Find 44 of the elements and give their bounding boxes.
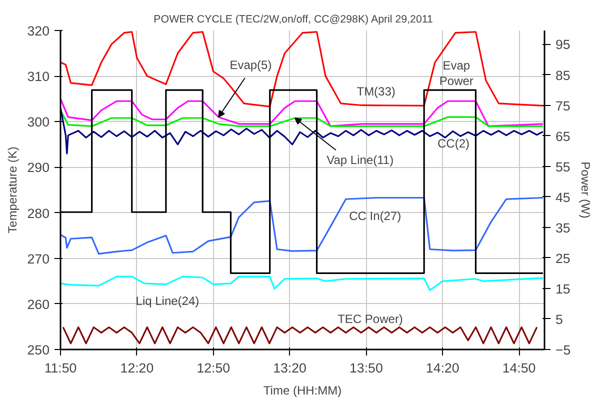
series-label: Liq Line(24) [136, 294, 200, 308]
line-series [60, 196, 544, 255]
line-series [60, 31, 544, 108]
x-tick-label: 12:50 [196, 360, 230, 376]
y2-tick-label: 85 [556, 68, 570, 83]
series-label: TEC Power) [338, 312, 403, 326]
y-axis-title: Temperature (K) [5, 146, 20, 234]
series-label: CC(2) [438, 136, 470, 151]
y2-tick-label: −5 [556, 342, 571, 358]
y2-tick-label: 35 [556, 220, 570, 236]
x-tick-label: 11:50 [44, 360, 77, 376]
x-tick-label: 14:20 [426, 360, 460, 376]
x-tick-label: 13:20 [273, 360, 306, 376]
text: Evap(5) [230, 58, 272, 72]
line-series [60, 98, 544, 127]
y2-tick-label: 5 [556, 312, 563, 327]
series-label: Evap Power [439, 58, 474, 88]
y-tick-label: 290 [27, 160, 50, 176]
chart-title: POWER CYCLE (TEC/2W,on/off, CC@298K) April 29,2011 [154, 14, 434, 26]
text: Vap Line(11) [326, 153, 394, 168]
y-tick-label: 310 [27, 69, 50, 84]
y-tick-label: 250 [27, 342, 50, 358]
y2-tick-label: 65 [556, 128, 570, 144]
y2-tick-label: 45 [556, 190, 570, 205]
y-tick-label: 270 [27, 251, 50, 266]
y-tick-label: 280 [27, 206, 50, 221]
x-tick-label: 12:20 [120, 360, 154, 376]
line-series [60, 109, 544, 127]
y-tick-label: 320 [27, 24, 50, 38]
y2-tick-label: 95 [556, 37, 570, 52]
series-label: TM(33) [356, 84, 396, 99]
y2-tick-label: 15 [556, 281, 570, 296]
line-series [60, 276, 544, 292]
y2-axis-title: Power (W) [578, 162, 593, 218]
x-tick-label: 14:50 [502, 360, 536, 376]
x-axis-title: Time (HH:MM) [263, 384, 342, 398]
y-tick-label: 300 [27, 114, 50, 130]
y2-tick-label: 55 [556, 159, 570, 174]
series-label: CC In(27) [349, 209, 402, 224]
y2-tick-label: 75 [556, 98, 570, 114]
y-tick-label: 260 [27, 296, 50, 312]
line-series [62, 326, 538, 344]
x-tick-label: 13:50 [350, 360, 383, 376]
y2-tick-label: 25 [556, 250, 570, 266]
